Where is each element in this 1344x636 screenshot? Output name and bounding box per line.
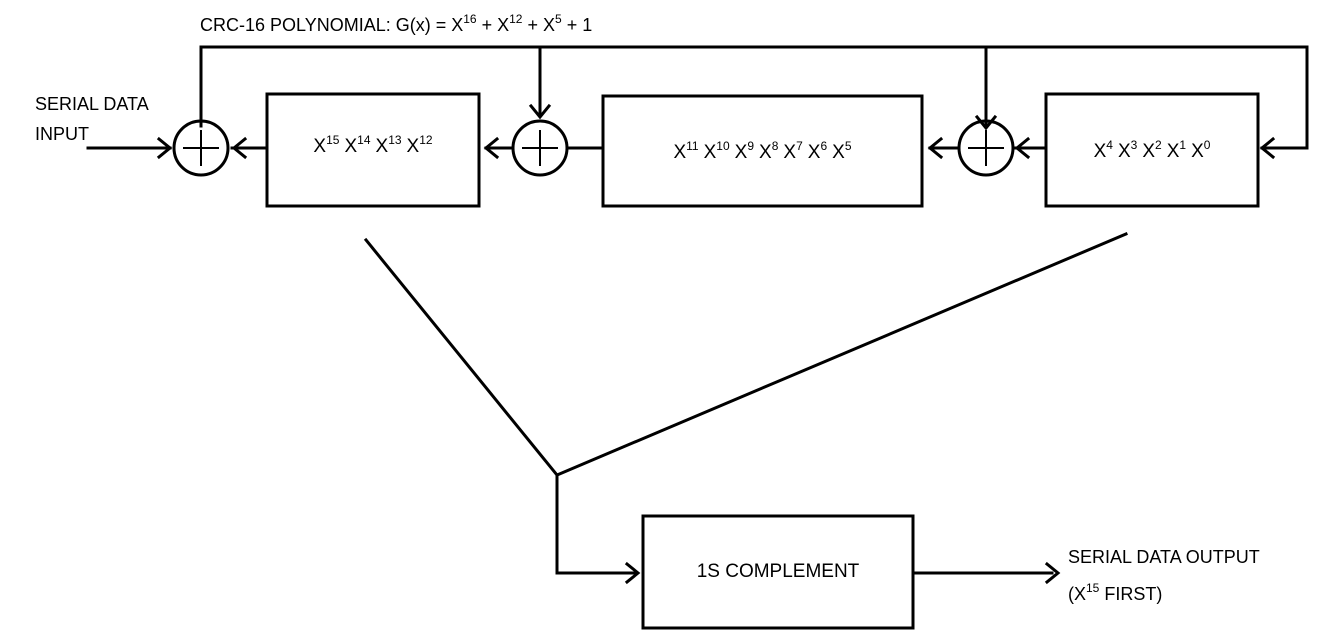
term-base: X [759, 141, 772, 163]
term-exponent: 13 [388, 132, 402, 147]
register-term: X0 [1191, 137, 1211, 162]
register-box-mid [601, 94, 924, 208]
term-base: X [1142, 140, 1155, 162]
term-base: X [673, 141, 687, 163]
register-term: X8 [759, 138, 779, 163]
term-base: X [1117, 140, 1131, 162]
xor-gate-3 [957, 119, 1015, 177]
title-text: + X [476, 15, 510, 35]
register-term: X13 [375, 132, 402, 157]
output-label-line2: (X15 FIRST) [1068, 577, 1162, 605]
title-exponent: 12 [509, 12, 523, 26]
term-base: X [832, 141, 845, 163]
input-label-line1: SERIAL DATA [35, 94, 149, 114]
select-line-right [555, 232, 1128, 477]
register-term: X4 [1093, 137, 1113, 162]
term-base: X [734, 141, 748, 163]
arrowhead-reg2 [927, 136, 944, 160]
register-term: X11 [673, 138, 699, 163]
arrowhead-output [1044, 561, 1061, 585]
term-exponent: 4 [1106, 137, 1113, 152]
title-text: + X [522, 15, 556, 35]
input-label-line2: INPUT [35, 124, 89, 144]
register-term: X2 [1142, 137, 1162, 162]
register-term: X7 [783, 138, 803, 163]
arrowhead-xor2 [483, 136, 500, 160]
polynomial-title: CRC-16 POLYNOMIAL: G(x) = X16 + X12 + X5… [200, 8, 592, 36]
register-low-label: X4 X3 X2 X1 X0 [1048, 96, 1256, 204]
register-term: X1 [1166, 137, 1187, 162]
term-exponent: 7 [796, 138, 803, 153]
term-base: X [807, 141, 821, 163]
term-exponent: 1 [1179, 137, 1187, 152]
term-exponent: 10 [716, 138, 730, 153]
register-term: X12 [406, 132, 433, 157]
xor-gate-2 [511, 119, 569, 177]
register-terms: X11 X10 X9 X8 X7 X6 X5 [673, 139, 851, 164]
title-text: CRC-16 POLYNOMIAL: G(x) = X [200, 15, 464, 35]
arrowhead-complement [624, 561, 641, 585]
register-term: X10 [703, 138, 730, 163]
term-exponent: 2 [1155, 137, 1162, 152]
register-high-label: X15 X14 X13 X12 [269, 96, 477, 204]
term-base: X [783, 141, 797, 163]
register-term: X3 [1117, 137, 1138, 162]
complement-label: 1S COMPLEMENT [696, 561, 860, 582]
register-term: X9 [734, 138, 755, 163]
term-base: X [1191, 140, 1204, 162]
register-mid-label: X11 X10 X9 X8 X7 X6 X5 [605, 98, 920, 204]
term-base: X [1093, 140, 1107, 162]
register-term: X5 [832, 138, 852, 163]
term-base: X [375, 135, 389, 157]
register-term: X6 [807, 138, 828, 163]
term-base: X [344, 135, 358, 157]
term-exponent: 9 [747, 138, 755, 153]
term-base: X [1166, 140, 1180, 162]
arrowhead-reg3 [1259, 136, 1276, 160]
term-exponent: 11 [686, 138, 699, 153]
term-base: X [313, 135, 327, 157]
feedback-line [199, 45, 1309, 150]
register-terms: X15 X14 X13 X12 [313, 133, 432, 158]
title-exponent: 5 [555, 12, 562, 26]
term-base: X [703, 141, 717, 163]
output-text: FIRST) [1099, 584, 1163, 604]
term-base: X [406, 135, 420, 157]
term-exponent: 12 [419, 132, 433, 147]
term-exponent: 6 [820, 138, 828, 153]
arrowhead-xor2-top [528, 103, 552, 120]
register-term: X15 [313, 132, 340, 157]
register-term: X14 [344, 132, 371, 157]
register-box-high [265, 92, 481, 208]
arrowhead-input [156, 136, 173, 160]
output-exponent: 15 [1086, 581, 1100, 595]
output-text: (X [1068, 584, 1086, 604]
arrowhead-xor3 [1014, 136, 1031, 160]
register-terms: X4 X3 X2 X1 X0 [1094, 138, 1211, 163]
term-exponent: 3 [1130, 137, 1138, 152]
term-exponent: 15 [326, 132, 340, 147]
register-box-low [1044, 92, 1260, 208]
term-exponent: 14 [357, 132, 371, 147]
title-exponent: 16 [463, 12, 477, 26]
output-label-line1: SERIAL DATA OUTPUT [1068, 547, 1260, 567]
output-line [555, 473, 638, 575]
arrowhead-xor3-top [974, 114, 998, 131]
title-text: + 1 [561, 15, 593, 35]
term-exponent: 8 [771, 138, 779, 153]
term-exponent: 5 [844, 138, 852, 153]
arrowhead-xor1 [231, 136, 248, 160]
select-line-left [363, 237, 560, 478]
term-exponent: 0 [1203, 137, 1211, 152]
xor-gate-1 [172, 119, 230, 177]
